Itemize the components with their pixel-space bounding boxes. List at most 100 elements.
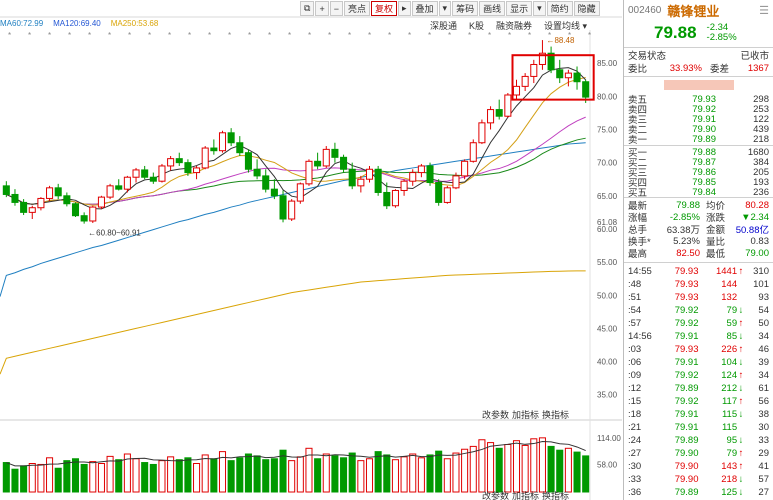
candle-body[interactable] [452,175,460,189]
candle-body[interactable] [201,147,209,169]
indicator-link-bottom-1[interactable]: 加指标 [512,490,539,500]
event-marker[interactable]: * [588,31,591,40]
candle-body[interactable] [461,160,469,177]
candle-body[interactable] [391,189,399,207]
event-marker[interactable]: * [128,31,131,40]
subbar-item-3[interactable]: 设置均线 ▾ [544,21,588,31]
candle-body[interactable] [409,172,417,182]
candle-body[interactable] [106,185,114,198]
toolbar-button-1[interactable]: + [315,1,329,16]
toolbar-button-4[interactable]: 复权 [370,1,397,16]
candle-body[interactable] [504,94,512,117]
event-marker[interactable]: * [208,31,211,40]
candle-body[interactable] [305,160,313,185]
candle-body[interactable] [141,169,149,178]
toolbar-button-13[interactable]: 隐藏 [573,1,600,16]
candle-body[interactable] [115,185,123,190]
candle-body[interactable] [495,109,503,117]
candle-body[interactable] [279,195,287,220]
candle-body[interactable] [218,132,227,152]
candle-body[interactable] [46,187,54,199]
candle-body[interactable] [63,195,71,205]
toolbar-button-12[interactable]: 简约 [546,1,573,16]
candle-body[interactable] [512,85,521,96]
candle-body[interactable] [11,193,19,203]
indicator-link-bottom-0[interactable]: 改参数 [482,490,509,500]
event-marker[interactable]: * [88,31,91,40]
event-marker[interactable]: * [388,31,391,40]
event-marker[interactable]: * [468,31,471,40]
candle-body[interactable] [20,201,28,213]
candle-body[interactable] [564,72,572,79]
candle-body[interactable] [469,142,477,162]
sell-price[interactable]: 79.91 [692,113,716,125]
candle-body[interactable] [132,169,140,178]
event-marker[interactable]: * [508,31,511,40]
event-marker[interactable]: * [8,31,11,40]
candle-body[interactable] [426,165,434,184]
buy-price[interactable]: 79.87 [692,156,716,168]
candle-body[interactable] [54,187,62,197]
sell-price[interactable]: 79.89 [692,133,716,145]
toolbar-button-11[interactable]: ▾ [533,1,546,16]
candle-body[interactable] [538,52,546,65]
toolbar-button-5[interactable]: ▸ [398,1,411,16]
toolbar-button-7[interactable]: ▾ [438,1,452,16]
candle-body[interactable] [227,132,235,144]
toolbar-button-10[interactable]: 显示 [506,1,533,16]
candle-body[interactable] [37,197,45,209]
candle-body[interactable] [331,148,339,158]
event-marker[interactable]: * [148,31,151,40]
candle-body[interactable] [270,188,278,197]
candle-body[interactable] [175,158,183,164]
candle-body[interactable] [521,75,529,87]
event-marker[interactable]: * [548,31,551,40]
candle-body[interactable] [573,72,581,83]
event-marker[interactable]: * [428,31,431,40]
candle-body[interactable] [149,176,157,182]
candle-body[interactable] [80,215,88,222]
candle-body[interactable] [158,165,166,182]
event-marker[interactable]: * [248,31,251,40]
candle-body[interactable] [383,191,391,207]
menu-icon[interactable]: ☰ [759,4,769,17]
buy-price[interactable]: 79.88 [692,146,716,158]
candle-body[interactable] [236,142,244,154]
candle-body[interactable] [348,168,356,187]
candle-body[interactable] [435,182,443,203]
event-marker[interactable]: * [188,31,191,40]
sell-price[interactable]: 79.93 [692,93,716,105]
event-marker[interactable]: * [488,31,491,40]
event-marker[interactable]: * [528,31,531,40]
toolbar-button-8[interactable]: 筹码 [452,1,479,16]
kline-chart-area[interactable]: 85.00 80.00 75.00 70.00 65.00 61.08 60.00 55.00… [0,0,622,500]
candle-body[interactable] [314,160,322,167]
ad-banner[interactable] [664,80,734,90]
event-marker[interactable]: * [288,31,291,40]
indicator-link-1[interactable]: 加指标 [512,409,539,420]
toolbar-button-9[interactable]: 画线 [479,1,506,16]
candle-body[interactable] [2,185,10,195]
event-marker[interactable]: * [408,31,411,40]
candle-body[interactable] [556,69,564,79]
toolbar-button-3[interactable]: 亮点 [343,1,370,16]
candle-body[interactable] [478,122,486,144]
indicator-link-bottom-2[interactable]: 换指标 [542,490,569,500]
event-marker[interactable]: * [108,31,111,40]
candle-body[interactable] [288,200,296,220]
event-marker[interactable]: * [48,31,51,40]
buy-price[interactable]: 79.85 [692,176,716,188]
event-marker[interactable]: * [328,31,331,40]
candle-body[interactable] [340,156,348,170]
candle-body[interactable] [322,148,330,167]
indicator-link-0[interactable]: 改参数 [482,409,509,420]
subbar-item-0[interactable]: 深股通 [430,21,458,31]
toolbar-button-6[interactable]: 叠加 [411,1,438,16]
candle-body[interactable] [97,196,105,208]
event-marker[interactable]: * [568,31,571,40]
candle-body[interactable] [530,63,538,77]
candle-body[interactable] [487,109,495,124]
event-marker[interactable]: * [448,31,451,40]
event-marker[interactable]: * [28,31,31,40]
